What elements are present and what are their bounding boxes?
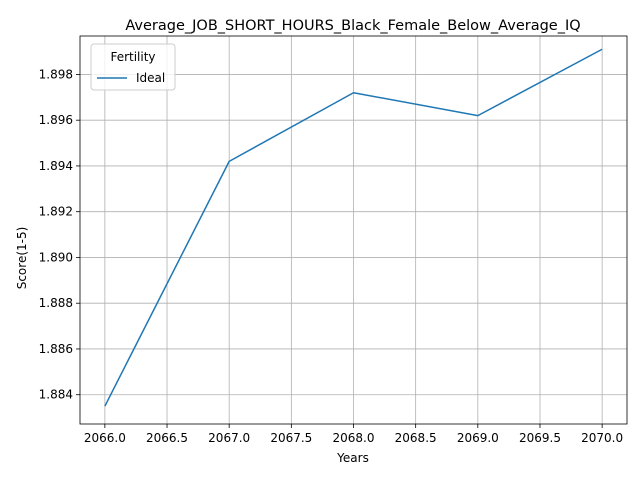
x-tick-label: 2069.0 — [457, 431, 499, 445]
x-tick-label: 2068.5 — [395, 431, 437, 445]
x-tick-label: 2068.0 — [333, 431, 375, 445]
y-tick-label: 1.898 — [39, 67, 73, 81]
grid — [80, 36, 627, 424]
y-tick-label: 1.890 — [39, 250, 73, 264]
legend: Fertility Ideal — [90, 43, 176, 91]
x-tick-label: 2067.0 — [208, 431, 250, 445]
series-layer — [104, 48, 603, 407]
x-tick-label: 2067.5 — [270, 431, 312, 445]
y-tick-label: 1.896 — [39, 113, 73, 127]
axis-ticks: 2066.0 2066.5 2067.0 2067.5 2068.0 2068.5 2069… — [39, 67, 623, 445]
x-tick-label: 2066.5 — [146, 431, 188, 445]
y-tick-label: 1.886 — [39, 342, 73, 356]
chart-title: Average_JOB_SHORT_HOURS_Black_Female_Bel… — [125, 18, 580, 34]
y-axis-label: Score(1-5) — [15, 227, 29, 290]
legend-title: Fertility — [110, 50, 155, 64]
y-tick-label: 1.894 — [39, 159, 73, 173]
y-tick-label: 1.888 — [39, 296, 73, 310]
y-tick-label: 1.892 — [39, 205, 73, 219]
series-line-ideal — [104, 48, 603, 407]
x-tick-label: 2069.5 — [519, 431, 561, 445]
x-axis-label: Years — [336, 451, 369, 465]
x-tick-label: 2066.0 — [84, 431, 126, 445]
y-tick-label: 1.884 — [39, 388, 73, 402]
legend-label-ideal: Ideal — [136, 71, 165, 85]
x-tick-label: 2070.0 — [581, 431, 623, 445]
